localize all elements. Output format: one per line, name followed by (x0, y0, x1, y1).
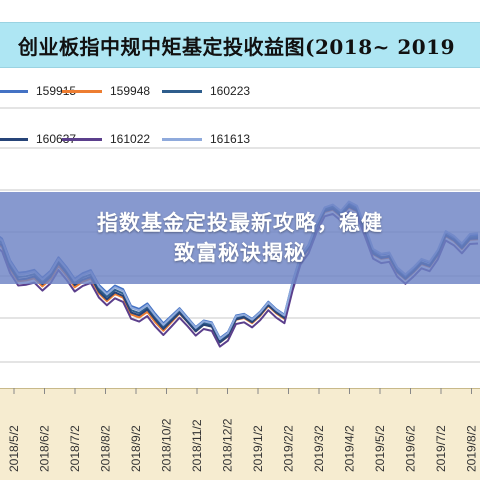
legend-item: 159915 (0, 84, 76, 98)
x-tick-labels: 2018/5/2 2018/6/2 2018/7/2 2018/8/2 2018/9/2… (7, 388, 479, 472)
legend-swatch (62, 137, 102, 141)
legend-item: 161022 (62, 132, 150, 146)
legend-label: 159948 (110, 84, 151, 98)
x-tick-label: 2019/4/2 (343, 425, 357, 472)
legend-label: 160637 (36, 132, 77, 146)
legend-label: 161613 (210, 132, 251, 146)
x-tick-label: 2019/2/2 (282, 425, 296, 472)
x-tick-label: 2019/1/2 (251, 425, 265, 472)
x-tick-label: 2018/12/2 (221, 418, 235, 472)
x-tick-label: 2018/5/2 (7, 425, 21, 472)
legend-item: 160223 (162, 84, 250, 98)
banner-line-2: 致富秘诀揭秘 (174, 241, 306, 265)
x-tick-label: 2019/6/2 (404, 425, 418, 472)
chart-legend: 159915 159948 160223 160637 161022 16161… (0, 78, 480, 148)
x-axis-band (0, 388, 480, 480)
x-tick-label: 2018/8/2 (99, 425, 113, 472)
legend-item: 161613 (162, 132, 250, 146)
legend-label: 159915 (36, 84, 77, 98)
legend-swatch (162, 137, 202, 141)
banner-line-1: 指数基金定投最新攻略，稳健 (97, 211, 383, 235)
x-tick-label: 2019/7/2 (434, 425, 448, 472)
legend-label: 160223 (210, 84, 251, 98)
legend-label: 161022 (110, 132, 151, 146)
x-tick-label: 2018/6/2 (38, 425, 52, 472)
title-band (0, 22, 480, 68)
x-tick-label: 2019/3/2 (312, 425, 326, 472)
x-tick-label: 2019/8/2 (465, 425, 479, 472)
legend-swatch (0, 89, 28, 93)
legend-swatch (0, 137, 28, 141)
headline-banner: 指数基金定投最新攻略，稳健 致富秘诀揭秘 (0, 192, 480, 284)
legend-swatch (162, 89, 202, 93)
x-tick-label: 2018/11/2 (190, 419, 204, 472)
x-tick-label: 2019/5/2 (373, 425, 387, 472)
legend-swatch (62, 89, 102, 93)
chart-title: 创业板指中规中矩基定投收益图(2018~ 2019 (18, 35, 456, 59)
legend-item: 160637 (0, 132, 76, 146)
x-tick-label: 2018/7/2 (68, 425, 82, 472)
x-tick-label: 2018/9/2 (129, 425, 143, 472)
x-tick-label: 2018/10/2 (160, 418, 174, 472)
legend-item: 159948 (62, 84, 150, 98)
